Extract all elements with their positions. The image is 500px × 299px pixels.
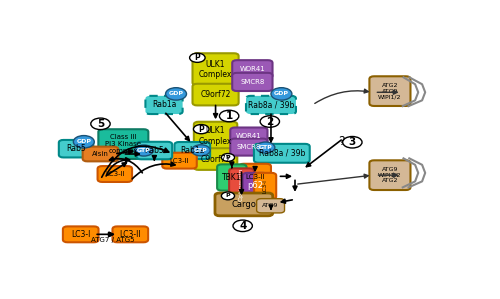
FancyBboxPatch shape <box>229 168 254 200</box>
Text: LC3-II: LC3-II <box>170 158 190 164</box>
Text: 5: 5 <box>97 119 104 129</box>
FancyBboxPatch shape <box>230 127 268 144</box>
FancyBboxPatch shape <box>239 164 271 191</box>
Text: ATG2
ATG9
WIPI1/2: ATG2 ATG9 WIPI1/2 <box>378 83 402 100</box>
FancyBboxPatch shape <box>254 144 310 163</box>
Text: GTP: GTP <box>194 148 207 153</box>
Text: Cargo: Cargo <box>232 200 256 209</box>
FancyBboxPatch shape <box>232 60 272 78</box>
FancyBboxPatch shape <box>242 173 268 199</box>
Circle shape <box>192 145 210 156</box>
FancyBboxPatch shape <box>98 129 148 159</box>
Text: Class III
PI3 Kinase
complex: Class III PI3 Kinase complex <box>106 134 142 154</box>
Text: 1: 1 <box>226 111 233 121</box>
Text: GDP: GDP <box>168 91 184 96</box>
Text: GDP: GDP <box>76 139 92 144</box>
Text: 2: 2 <box>266 117 274 126</box>
FancyBboxPatch shape <box>82 147 118 161</box>
FancyBboxPatch shape <box>59 140 94 158</box>
FancyBboxPatch shape <box>370 160 410 190</box>
FancyBboxPatch shape <box>63 226 98 242</box>
Text: P: P <box>194 53 200 62</box>
Text: Rab5: Rab5 <box>66 144 86 153</box>
Text: WDR41: WDR41 <box>240 66 265 72</box>
Text: SMCR8: SMCR8 <box>240 79 264 85</box>
FancyBboxPatch shape <box>215 193 272 216</box>
FancyBboxPatch shape <box>246 96 296 114</box>
Text: ULK1
Complex: ULK1 Complex <box>199 126 232 146</box>
Circle shape <box>233 220 252 231</box>
Text: Optineurin: Optineurin <box>239 168 244 201</box>
Text: GTP: GTP <box>137 148 151 153</box>
Text: LC3-II: LC3-II <box>120 230 141 239</box>
Circle shape <box>190 53 205 62</box>
Text: Rab1a: Rab1a <box>152 100 176 109</box>
Circle shape <box>134 145 153 156</box>
Circle shape <box>271 88 292 100</box>
Circle shape <box>222 153 234 161</box>
Text: LC3-II: LC3-II <box>246 175 265 181</box>
FancyBboxPatch shape <box>370 76 410 106</box>
Text: C9orf72: C9orf72 <box>200 155 231 164</box>
FancyBboxPatch shape <box>232 73 272 91</box>
Circle shape <box>74 135 94 148</box>
Text: P: P <box>226 155 230 160</box>
Text: Rab8a / 39b: Rab8a / 39b <box>248 100 294 109</box>
FancyBboxPatch shape <box>98 166 132 182</box>
Text: P: P <box>226 193 230 199</box>
Circle shape <box>91 118 110 129</box>
FancyBboxPatch shape <box>230 138 268 155</box>
Text: LC3-I: LC3-I <box>262 179 268 193</box>
Circle shape <box>256 142 275 153</box>
FancyBboxPatch shape <box>254 173 276 199</box>
FancyBboxPatch shape <box>256 199 284 213</box>
FancyBboxPatch shape <box>217 164 246 190</box>
Text: C9orf72: C9orf72 <box>200 90 231 99</box>
Text: LC3-I: LC3-I <box>71 230 90 239</box>
Text: WDR41: WDR41 <box>236 133 262 139</box>
Text: 4: 4 <box>239 221 246 231</box>
Text: ULK1
Complex: ULK1 Complex <box>199 60 232 79</box>
Text: SMCR8: SMCR8 <box>236 144 261 150</box>
Text: Rab5: Rab5 <box>144 146 164 155</box>
Text: Alsin: Alsin <box>92 151 109 157</box>
FancyBboxPatch shape <box>174 142 210 159</box>
Text: LC3-II: LC3-II <box>105 171 124 177</box>
FancyBboxPatch shape <box>194 122 238 150</box>
Circle shape <box>342 136 362 148</box>
Circle shape <box>166 88 186 100</box>
Text: ATG9: ATG9 <box>262 203 279 208</box>
Text: ATG7 / ATG5: ATG7 / ATG5 <box>91 237 134 242</box>
FancyBboxPatch shape <box>162 153 197 169</box>
FancyBboxPatch shape <box>112 226 148 242</box>
FancyBboxPatch shape <box>194 148 238 170</box>
Text: ATG9
WIPI1/2
ATG2: ATG9 WIPI1/2 ATG2 <box>378 167 402 184</box>
Text: Rab1a: Rab1a <box>180 146 204 155</box>
Text: P: P <box>198 125 204 134</box>
Text: ?: ? <box>338 135 345 148</box>
FancyBboxPatch shape <box>146 96 182 114</box>
Text: GTP: GTP <box>258 145 272 150</box>
Text: Rab8a / 39b: Rab8a / 39b <box>258 149 305 158</box>
FancyBboxPatch shape <box>192 84 238 106</box>
Text: TBK1: TBK1 <box>222 173 242 182</box>
Circle shape <box>194 124 209 134</box>
Circle shape <box>260 116 280 127</box>
Circle shape <box>220 110 239 122</box>
FancyBboxPatch shape <box>192 53 238 85</box>
Text: GDP: GDP <box>274 91 289 96</box>
Text: p62: p62 <box>247 181 263 190</box>
Circle shape <box>222 192 234 200</box>
Text: 3: 3 <box>348 137 356 147</box>
FancyBboxPatch shape <box>136 142 172 159</box>
